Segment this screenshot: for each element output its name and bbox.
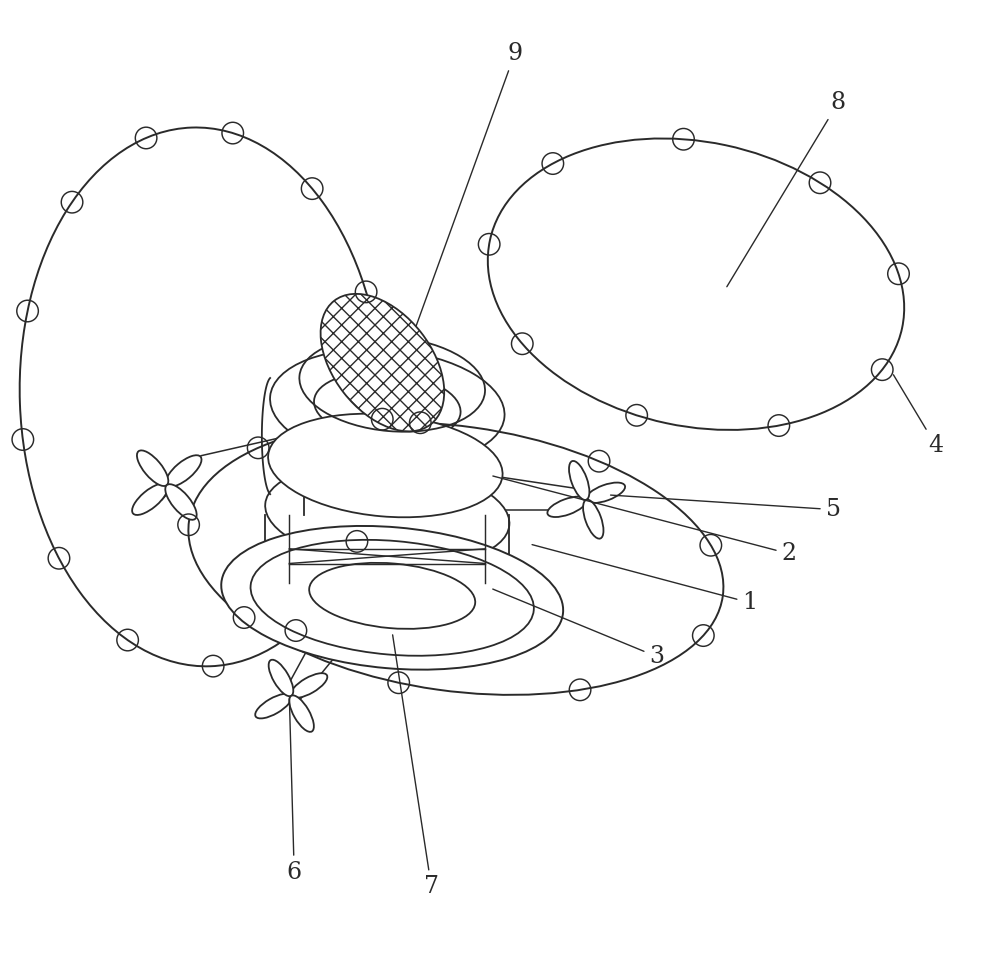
Ellipse shape bbox=[586, 482, 625, 503]
Ellipse shape bbox=[137, 451, 168, 486]
Text: 3: 3 bbox=[493, 589, 664, 668]
Text: 7: 7 bbox=[393, 635, 439, 899]
Ellipse shape bbox=[268, 414, 503, 517]
Text: 6: 6 bbox=[287, 699, 302, 884]
Ellipse shape bbox=[265, 531, 509, 635]
Text: 2: 2 bbox=[493, 476, 797, 565]
Ellipse shape bbox=[269, 660, 293, 696]
Ellipse shape bbox=[132, 483, 168, 514]
Ellipse shape bbox=[251, 540, 534, 656]
Ellipse shape bbox=[583, 500, 603, 539]
Text: 4: 4 bbox=[893, 374, 944, 458]
Text: 5: 5 bbox=[611, 495, 841, 521]
Text: 1: 1 bbox=[532, 545, 757, 614]
Ellipse shape bbox=[221, 526, 563, 669]
Ellipse shape bbox=[547, 497, 586, 517]
Ellipse shape bbox=[166, 456, 202, 487]
Ellipse shape bbox=[321, 294, 444, 431]
Ellipse shape bbox=[265, 463, 509, 566]
Ellipse shape bbox=[291, 673, 327, 698]
Ellipse shape bbox=[569, 461, 589, 500]
Ellipse shape bbox=[289, 696, 314, 732]
Ellipse shape bbox=[165, 484, 197, 519]
Text: 8: 8 bbox=[727, 91, 846, 287]
Ellipse shape bbox=[255, 694, 292, 718]
Text: 9: 9 bbox=[393, 42, 522, 389]
